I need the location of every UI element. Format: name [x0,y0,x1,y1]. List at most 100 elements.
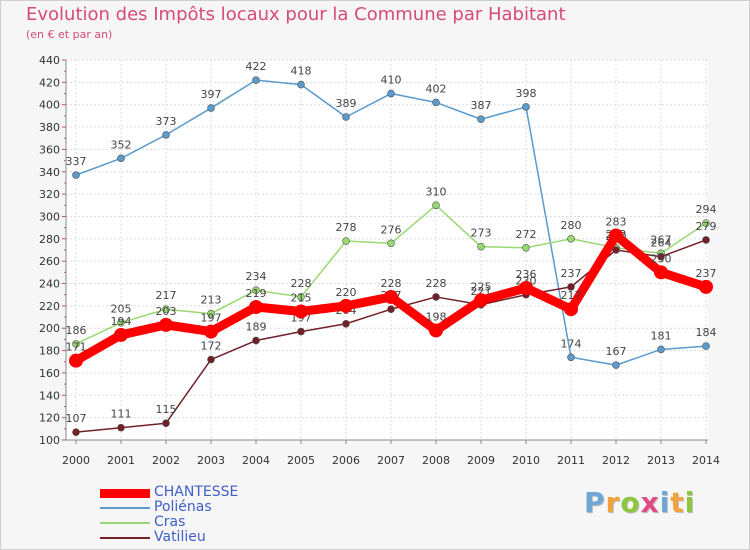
data-label-polienas: 181 [651,329,672,342]
data-label-cras: 213 [201,294,222,307]
data-label-chantesse: 250 [651,252,672,265]
logo-letter: r [605,486,621,519]
data-point-polienas [522,103,530,111]
legend-label: Vatilieu [154,529,206,545]
data-point-chantesse [204,324,218,339]
x-tick-label: 2007 [377,454,405,467]
data-point-chantesse [654,265,668,280]
data-label-chantesse: 203 [156,305,177,318]
data-label-cras: 294 [696,203,717,216]
y-tick-label: 220 [39,300,60,313]
data-label-polienas: 422 [246,60,267,73]
x-tick-label: 2008 [422,454,450,467]
data-label-vatilieu: 107 [66,412,87,425]
data-point-chantesse [384,289,398,304]
data-point-polienas [117,154,125,163]
y-tick-label: 260 [39,255,60,268]
data-point-chantesse [609,228,623,243]
data-point-polienas [612,361,620,369]
x-tick-label: 2013 [647,454,675,467]
x-tick-label: 2002 [152,454,180,467]
proxiti-logo: Proxiti [584,486,695,519]
data-label-cras: 205 [111,303,132,316]
data-label-chantesse: 225 [471,280,492,293]
legend-swatch [100,522,150,524]
data-label-vatilieu: 279 [696,220,717,233]
legend-label: Cras [154,514,186,530]
y-tick-label: 180 [39,345,60,358]
data-point-polienas [702,342,710,350]
data-point-cras [567,235,575,243]
data-label-chantesse: 219 [246,287,267,300]
x-tick-label: 2006 [332,454,360,467]
data-point-vatilieu [252,336,260,345]
data-label-vatilieu: 172 [201,340,222,353]
data-label-polienas: 174 [561,337,582,350]
data-label-polienas: 418 [291,65,312,78]
logo-letter: o [620,486,641,519]
y-tick-label: 420 [39,76,60,89]
data-point-vatilieu [297,327,305,336]
chart-title: Evolution des Impôts locaux pour la Comm… [26,4,566,25]
data-label-polienas: 387 [471,99,492,112]
data-label-polienas: 167 [606,345,627,358]
chart-subtitle: (en € et par an) [26,28,113,41]
data-point-polienas [477,115,485,124]
data-point-chantesse [339,298,353,313]
data-point-polienas [432,98,440,107]
data-point-polienas [297,80,305,89]
data-point-polienas [162,131,170,139]
data-point-vatilieu [612,246,620,254]
y-tick-label: 380 [39,121,60,134]
data-point-chantesse [159,317,173,332]
data-point-vatilieu [657,252,665,261]
data-point-polienas [567,353,575,362]
data-point-vatilieu [432,293,440,301]
y-tick-label: 240 [39,278,60,291]
x-tick-label: 2003 [197,454,225,467]
data-label-polienas: 398 [516,87,537,100]
x-tick-label: 2001 [107,454,135,467]
data-point-chantesse [114,327,128,342]
x-tick-label: 2000 [62,454,90,467]
x-tick-label: 2011 [557,454,585,467]
legend-label: CHANTESSE [154,484,239,500]
data-point-vatilieu [702,236,710,244]
data-point-vatilieu [117,423,125,432]
data-label-cras: 186 [66,324,87,337]
data-point-cras [342,237,350,245]
data-point-chantesse [294,304,308,319]
data-label-cras: 276 [381,223,402,236]
data-label-vatilieu: 111 [111,408,132,421]
data-label-polienas: 373 [156,115,177,128]
y-tick-label: 120 [39,412,60,425]
data-point-cras [72,340,80,348]
legend-swatch [100,507,150,509]
logo-letter: x [640,486,660,519]
data-point-chantesse [429,323,443,338]
data-label-cras: 272 [516,228,537,241]
data-label-cras: 234 [246,270,267,283]
data-label-chantesse: 220 [336,286,357,299]
y-tick-label: 360 [39,143,60,156]
data-point-polienas [342,113,350,121]
data-point-cras [387,239,395,248]
data-point-chantesse [519,281,533,295]
data-label-vatilieu: 264 [651,237,672,250]
data-label-chantesse: 228 [381,277,402,290]
data-label-vatilieu: 115 [156,403,177,416]
data-point-cras [297,293,305,301]
data-label-chantesse: 215 [291,291,312,304]
data-label-chantesse: 198 [426,310,447,323]
y-tick-label: 340 [39,166,60,179]
data-point-cras [477,242,485,251]
x-tick-label: 2012 [602,454,630,467]
data-label-polienas: 337 [66,155,87,168]
legend-swatch [100,488,150,498]
data-point-vatilieu [72,428,80,436]
data-label-polienas: 184 [696,326,717,339]
data-point-cras [522,243,530,252]
data-point-cras [252,286,260,295]
data-point-polienas [657,345,665,354]
